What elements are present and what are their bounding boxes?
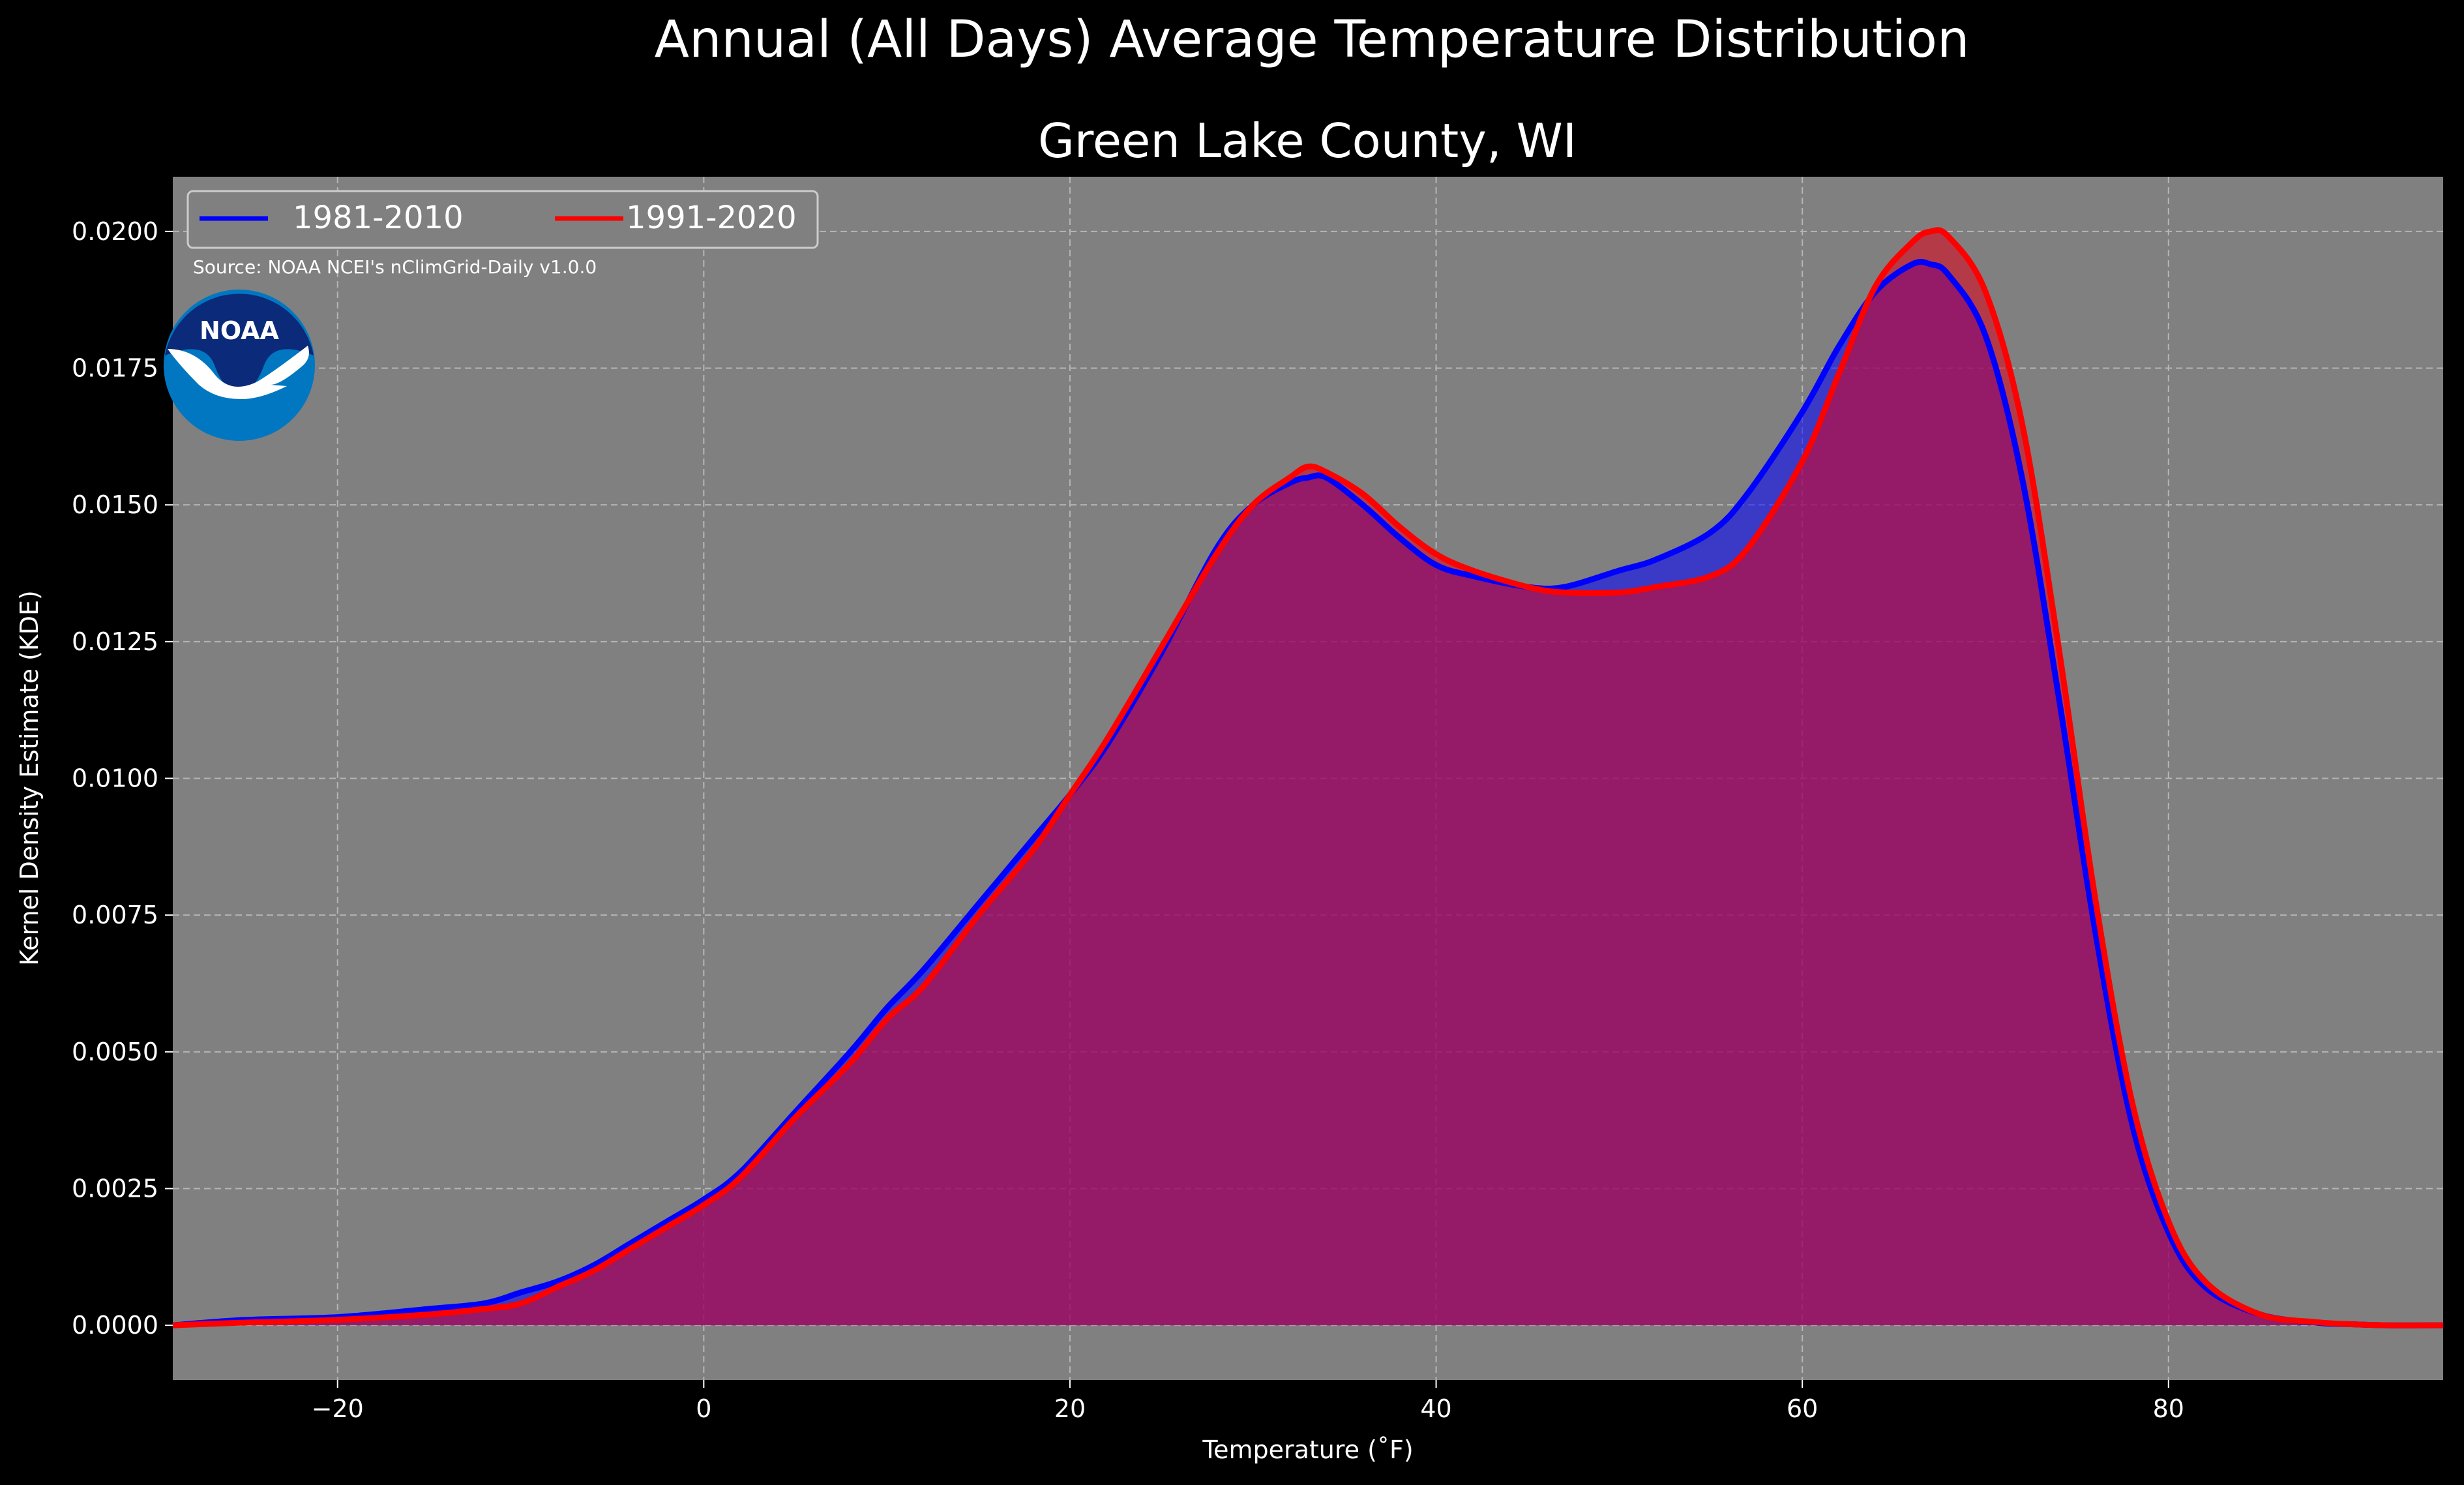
svg-text:NOAA: NOAA xyxy=(200,316,279,345)
x-tick-label: 0 xyxy=(696,1394,711,1423)
source-note: Source: NOAA NCEI's nClimGrid-Daily v1.0… xyxy=(193,256,597,278)
noaa-logo-icon: NOAA xyxy=(164,290,315,441)
density-line-1991-2020 xyxy=(172,227,2444,1328)
chart-title: Green Lake County, WI xyxy=(1038,113,1577,168)
legend-box xyxy=(186,190,819,249)
legend-label-1981-2010: 1981-2010 xyxy=(293,200,464,236)
density-fills xyxy=(173,230,2443,1326)
x-axis-label: Temperature (˚F) xyxy=(1202,1435,1413,1464)
x-tick-label: 60 xyxy=(1787,1394,1818,1423)
legend-label-1991-2020: 1991-2020 xyxy=(626,200,797,236)
y-tick-label: 0.0150 xyxy=(72,490,158,519)
y-axis-label: Kernel Density Estimate (KDE) xyxy=(15,590,44,966)
legend: 1981-2010 1991-2020 xyxy=(186,190,819,249)
y-tick-label: 0.0200 xyxy=(72,217,158,246)
x-tick-label: −20 xyxy=(312,1394,364,1423)
x-axis-ticks: −20 0 20 40 60 80 xyxy=(312,1380,2184,1423)
x-tick-label: 20 xyxy=(1054,1394,1086,1423)
y-tick-label: 0.0125 xyxy=(72,627,158,656)
figure-suptitle: Annual (All Days) Average Temperature Di… xyxy=(655,10,1970,69)
density-lines xyxy=(172,227,2444,1328)
y-tick-label: 0.0025 xyxy=(72,1174,158,1203)
density-line-1981-2010 xyxy=(172,258,2444,1328)
y-tick-label: 0.0050 xyxy=(72,1038,158,1066)
y-tick-label: 0.0075 xyxy=(72,901,158,929)
x-tick-label: 40 xyxy=(1420,1394,1451,1423)
density-fill-1991-2020 xyxy=(173,230,2443,1326)
y-tick-label: 0.0175 xyxy=(72,354,158,383)
y-axis-ticks: 0.0000 0.0025 0.0050 0.0075 0.0100 0.0125 0.01… xyxy=(72,217,173,1340)
y-tick-label: 0.0100 xyxy=(72,764,158,793)
x-tick-label: 80 xyxy=(2153,1394,2184,1423)
y-tick-label: 0.0000 xyxy=(72,1311,158,1340)
